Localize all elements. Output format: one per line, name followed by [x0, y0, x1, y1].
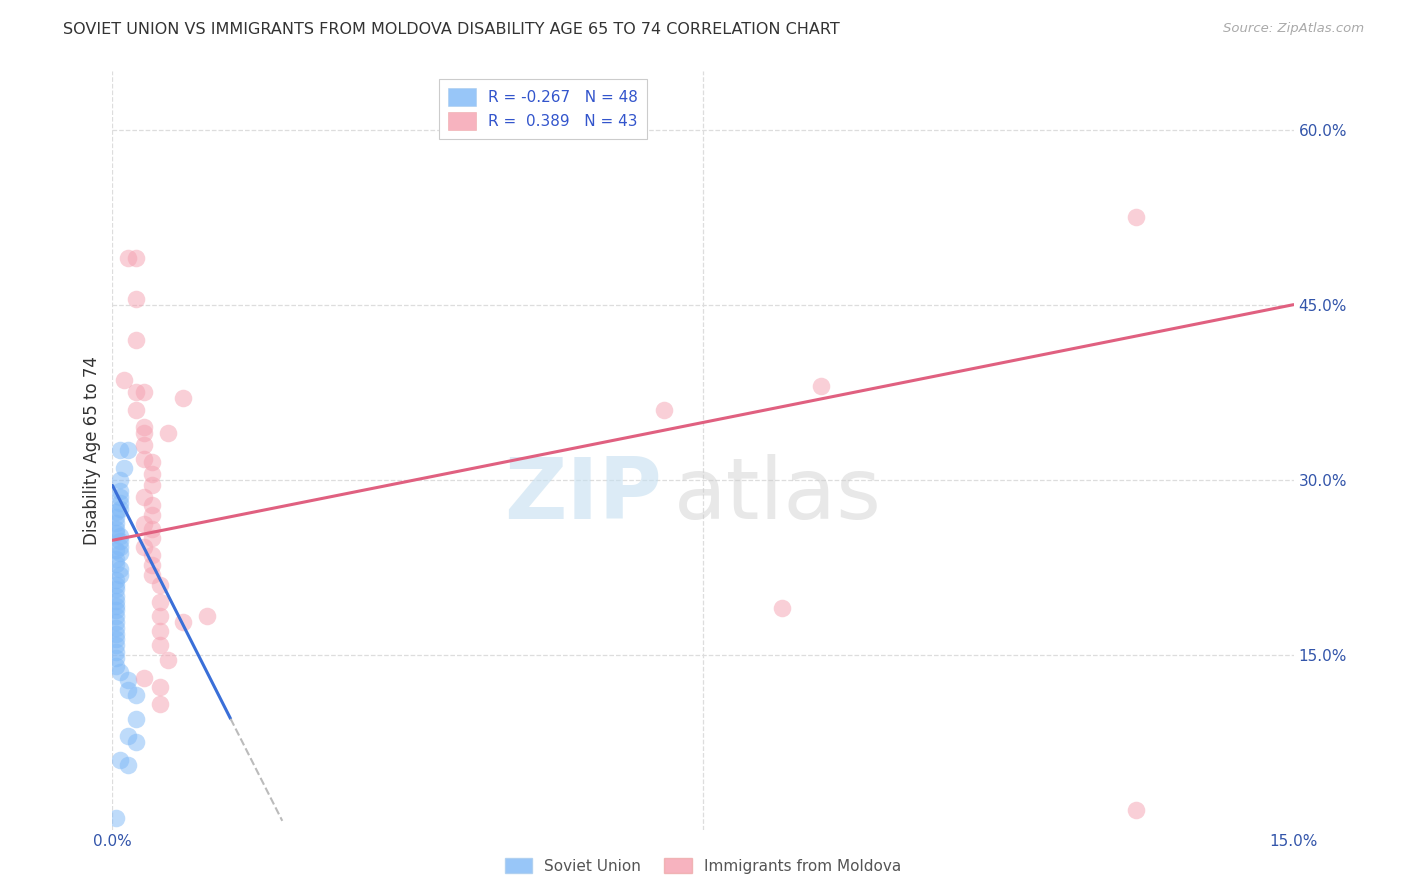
Point — [132, 490, 155, 504]
Point — [141, 508, 163, 522]
Point — [110, 541, 132, 555]
Point — [117, 729, 139, 743]
Point — [110, 490, 132, 504]
Point — [110, 568, 132, 582]
Point — [105, 594, 128, 608]
Point — [125, 251, 148, 265]
Point — [105, 621, 128, 635]
Point — [141, 531, 163, 545]
Point — [105, 505, 128, 519]
Point — [110, 534, 132, 549]
Point — [149, 609, 172, 624]
Point — [125, 402, 148, 417]
Point — [105, 510, 128, 524]
Point — [105, 638, 128, 652]
Point — [770, 601, 793, 615]
Point — [141, 549, 163, 563]
Point — [105, 516, 128, 530]
Point — [132, 437, 155, 451]
Point — [105, 811, 128, 825]
Point — [117, 682, 139, 697]
Point — [132, 385, 155, 400]
Point — [125, 689, 148, 703]
Point — [117, 443, 139, 458]
Point — [110, 496, 132, 510]
Point — [141, 467, 163, 481]
Point — [172, 615, 194, 629]
Point — [117, 673, 139, 688]
Point — [132, 516, 155, 531]
Point — [110, 484, 132, 499]
Y-axis label: Disability Age 65 to 74: Disability Age 65 to 74 — [83, 356, 101, 545]
Point — [105, 589, 128, 603]
Point — [105, 522, 128, 536]
Point — [110, 528, 132, 542]
Point — [1125, 210, 1147, 224]
Point — [132, 425, 155, 440]
Point — [125, 385, 148, 400]
Point — [141, 455, 163, 469]
Point — [105, 603, 128, 617]
Point — [117, 758, 139, 772]
Point — [132, 671, 155, 685]
Point — [172, 391, 194, 405]
Legend: R = -0.267   N = 48, R =  0.389   N = 43: R = -0.267 N = 48, R = 0.389 N = 43 — [439, 79, 647, 139]
Point — [105, 577, 128, 591]
Point — [125, 712, 148, 726]
Legend: Soviet Union, Immigrants from Moldova: Soviet Union, Immigrants from Moldova — [499, 852, 907, 880]
Point — [105, 557, 128, 571]
Point — [105, 609, 128, 624]
Point — [149, 624, 172, 639]
Point — [105, 659, 128, 673]
Point — [105, 626, 128, 640]
Point — [141, 478, 163, 492]
Point — [141, 568, 163, 582]
Point — [105, 645, 128, 659]
Point — [112, 461, 135, 475]
Point — [110, 665, 132, 679]
Point — [105, 573, 128, 587]
Point — [132, 541, 155, 555]
Point — [110, 473, 132, 487]
Point — [125, 333, 148, 347]
Point — [156, 425, 179, 440]
Point — [149, 680, 172, 694]
Point — [141, 498, 163, 512]
Point — [141, 558, 163, 572]
Text: SOVIET UNION VS IMMIGRANTS FROM MOLDOVA DISABILITY AGE 65 TO 74 CORRELATION CHAR: SOVIET UNION VS IMMIGRANTS FROM MOLDOVA … — [63, 22, 839, 37]
Point — [195, 609, 218, 624]
Point — [652, 402, 675, 417]
Point — [110, 546, 132, 560]
Point — [105, 632, 128, 647]
Point — [105, 542, 128, 557]
Point — [110, 501, 132, 516]
Point — [110, 753, 132, 767]
Point — [117, 251, 139, 265]
Point — [149, 697, 172, 711]
Point — [105, 651, 128, 665]
Point — [132, 451, 155, 466]
Point — [149, 577, 172, 591]
Point — [125, 292, 148, 306]
Point — [105, 552, 128, 566]
Point — [149, 638, 172, 652]
Text: Source: ZipAtlas.com: Source: ZipAtlas.com — [1223, 22, 1364, 36]
Text: atlas: atlas — [673, 454, 882, 538]
Point — [141, 522, 163, 536]
Point — [810, 379, 832, 393]
Point — [110, 443, 132, 458]
Point — [105, 615, 128, 629]
Point — [110, 562, 132, 576]
Point — [105, 599, 128, 613]
Text: ZIP: ZIP — [503, 454, 662, 538]
Point — [112, 374, 135, 388]
Point — [132, 420, 155, 434]
Point — [105, 582, 128, 597]
Point — [105, 526, 128, 541]
Point — [1125, 803, 1147, 817]
Point — [125, 735, 148, 749]
Point — [149, 595, 172, 609]
Point — [156, 653, 179, 667]
